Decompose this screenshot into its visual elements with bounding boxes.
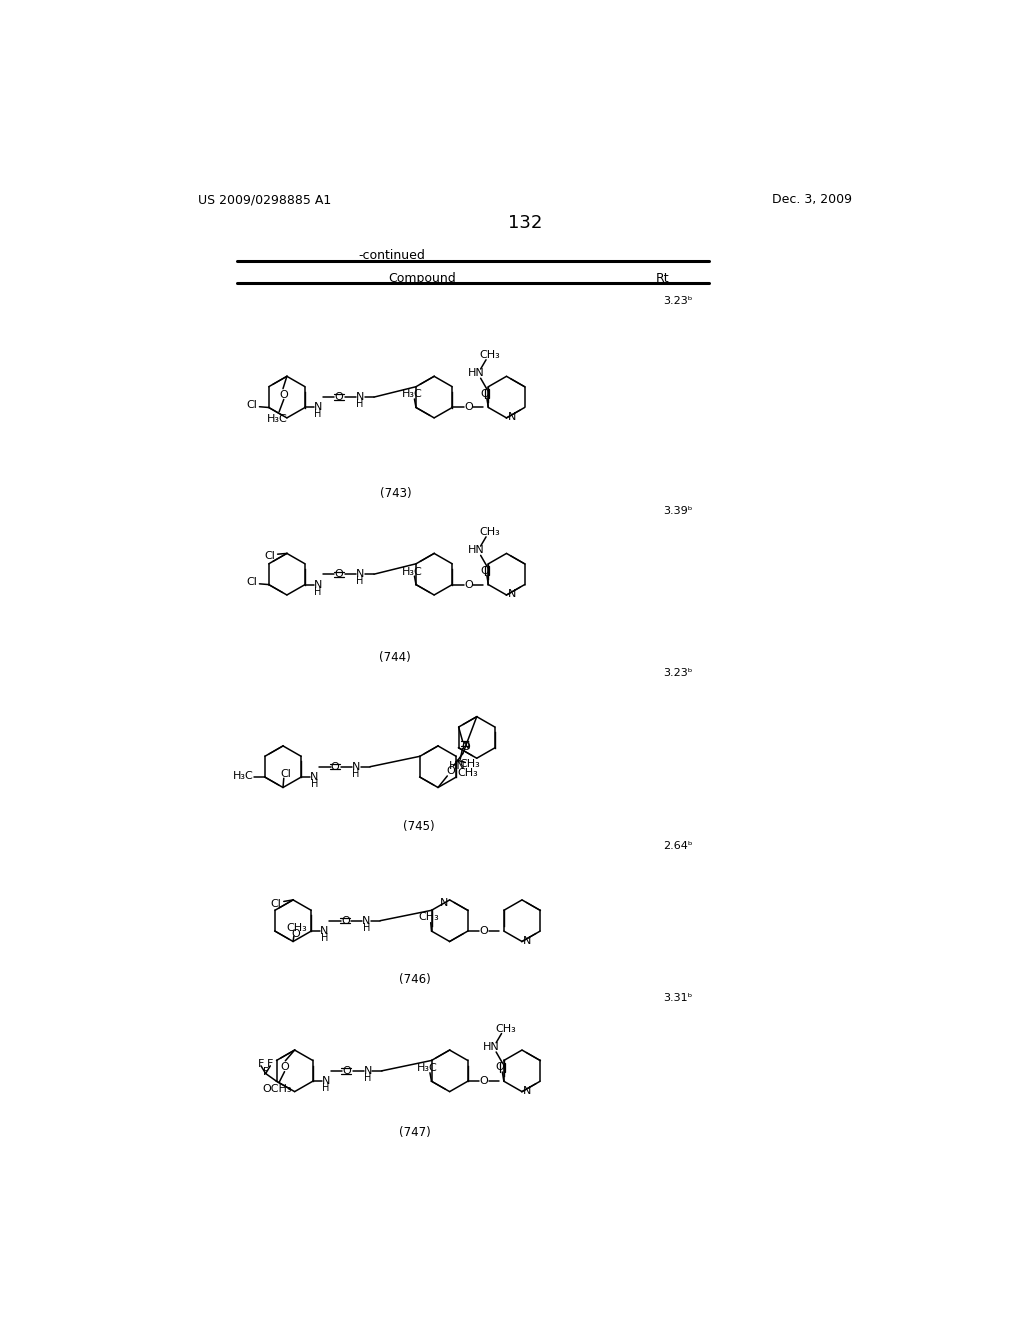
Text: O: O [342, 1065, 351, 1076]
Text: O: O [479, 1076, 488, 1086]
Text: Cl: Cl [264, 550, 275, 561]
Text: Rt: Rt [656, 272, 670, 285]
Text: F: F [263, 1067, 268, 1077]
Text: O: O [341, 916, 349, 925]
Text: (746): (746) [399, 973, 431, 986]
Text: N: N [364, 1065, 372, 1076]
Text: H: H [314, 409, 322, 420]
Text: HN: HN [483, 1041, 500, 1052]
Text: H₃C: H₃C [266, 413, 287, 424]
Text: 132: 132 [508, 214, 542, 232]
Text: O: O [461, 742, 470, 752]
Text: (745): (745) [402, 820, 434, 833]
Text: Compound: Compound [389, 272, 457, 285]
Text: CH₃: CH₃ [287, 923, 307, 933]
Text: H: H [356, 576, 364, 586]
Text: N: N [508, 589, 516, 599]
Text: (747): (747) [399, 1126, 431, 1139]
Text: N: N [355, 569, 365, 579]
Text: CH₃: CH₃ [495, 1024, 516, 1034]
Text: O: O [464, 579, 473, 590]
Text: O: O [281, 1063, 289, 1072]
Text: N: N [310, 772, 318, 781]
Text: HN: HN [449, 760, 466, 771]
Text: CH₃: CH₃ [479, 350, 501, 360]
Text: Dec. 3, 2009: Dec. 3, 2009 [772, 193, 852, 206]
Text: O: O [464, 403, 473, 412]
Text: 3.23ᵇ: 3.23ᵇ [663, 668, 692, 677]
Text: CH₃: CH₃ [460, 759, 480, 770]
Text: 3.23ᵇ: 3.23ᵇ [663, 296, 692, 306]
Text: Cl: Cl [246, 577, 257, 587]
Text: H: H [356, 399, 364, 409]
Text: CH₃: CH₃ [419, 912, 439, 923]
Text: N: N [440, 898, 449, 908]
Text: N: N [508, 412, 516, 422]
Text: O: O [331, 762, 340, 772]
Text: N: N [355, 392, 365, 403]
Text: O: O [335, 392, 343, 403]
Text: N: N [523, 936, 531, 945]
Text: US 2009/0298885 A1: US 2009/0298885 A1 [198, 193, 331, 206]
Text: O: O [446, 766, 455, 776]
Text: F: F [267, 1060, 273, 1069]
Text: (744): (744) [380, 651, 412, 664]
Text: -continued: -continued [358, 249, 425, 263]
Text: CH₃: CH₃ [458, 768, 478, 779]
Text: N: N [322, 1076, 330, 1086]
Text: O: O [480, 566, 488, 576]
Text: H: H [365, 1073, 372, 1082]
Text: (743): (743) [380, 487, 412, 500]
Text: N: N [523, 1086, 531, 1096]
Text: H₃C: H₃C [401, 566, 423, 577]
Text: N: N [362, 916, 371, 925]
Text: H₃C: H₃C [417, 1063, 438, 1073]
Text: H₃C: H₃C [401, 389, 423, 400]
Text: F: F [258, 1060, 264, 1069]
Text: N: N [462, 742, 471, 751]
Text: Cl: Cl [246, 400, 257, 411]
Text: HN: HN [468, 545, 484, 554]
Text: O: O [291, 929, 300, 939]
Text: O: O [480, 388, 488, 399]
Text: O: O [335, 569, 343, 579]
Text: O: O [496, 1063, 505, 1072]
Text: H: H [314, 586, 322, 597]
Text: Cl: Cl [270, 899, 282, 908]
Text: H: H [323, 1084, 330, 1093]
Text: 2.64ᵇ: 2.64ᵇ [663, 841, 692, 851]
Text: 3.39ᵇ: 3.39ᵇ [663, 506, 692, 516]
Text: N: N [314, 403, 323, 412]
Text: CH₃: CH₃ [479, 527, 501, 537]
Text: H₃C: H₃C [232, 771, 254, 780]
Text: H: H [362, 923, 370, 933]
Text: O: O [280, 389, 288, 400]
Text: H: H [321, 933, 328, 942]
Text: N: N [321, 927, 329, 936]
Text: H: H [310, 779, 318, 789]
Text: N: N [352, 762, 360, 772]
Text: N: N [314, 579, 323, 590]
Text: HN: HN [468, 368, 484, 378]
Text: H: H [352, 768, 359, 779]
Text: Cl: Cl [280, 768, 291, 779]
Text: OCH₃: OCH₃ [263, 1084, 292, 1094]
Text: O: O [479, 927, 488, 936]
Text: 3.31ᵇ: 3.31ᵇ [663, 993, 692, 1003]
